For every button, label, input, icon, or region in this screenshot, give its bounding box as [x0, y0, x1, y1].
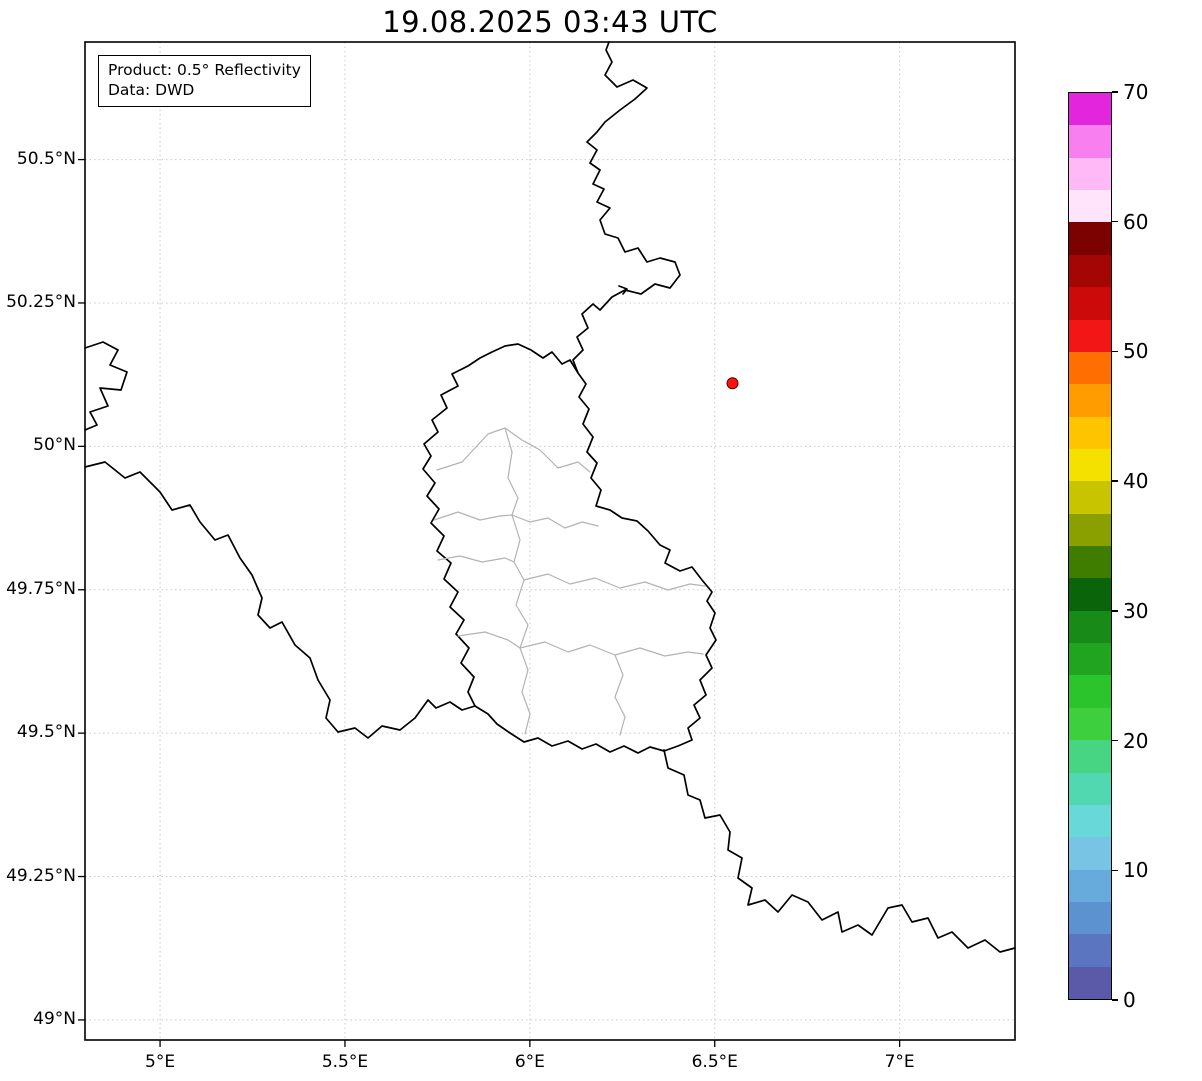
colorbar-segment: [1069, 93, 1111, 126]
france-belgium-border-givet: [84, 341, 128, 431]
figure-title: 19.08.2025 03:43 UTC: [382, 5, 718, 39]
axis-ticks: [78, 158, 901, 1047]
canton-border: [614, 654, 626, 736]
colorbar-segment: [1069, 643, 1111, 676]
canton-border: [515, 579, 529, 649]
colorbar-segment: [1069, 966, 1111, 1000]
colorbar-segment: [1069, 610, 1111, 644]
x-tick-label: 5°E: [145, 1052, 176, 1072]
product-info-line: Product: 0.5° Reflectivity: [108, 61, 301, 79]
y-tick-label: 50°N: [33, 435, 76, 456]
canton-border: [504, 427, 519, 516]
colorbar: [1068, 92, 1112, 1000]
y-tick-label: 50.25°N: [6, 291, 76, 312]
grid-layer: [85, 42, 1015, 1040]
colorbar-tick-label: 10: [1123, 858, 1149, 883]
colorbar-tick-label: 0: [1123, 988, 1136, 1012]
france-belgium-border: [84, 461, 476, 739]
colorbar-tick-label: 70: [1123, 80, 1149, 104]
colorbar-segment: [1069, 416, 1111, 449]
colorbar-segment: [1069, 675, 1111, 708]
x-tick-label: 5.5°E: [321, 1052, 369, 1072]
canton-border: [519, 647, 531, 735]
y-tick-label: 49.75°N: [6, 578, 76, 599]
colorbar-segment: [1069, 254, 1111, 288]
colorbar-tick-label: 40: [1123, 469, 1149, 494]
colorbar-segment: [1069, 351, 1111, 385]
colorbar-tick-mark: [1112, 610, 1118, 612]
luxembourg-canton-borders: [433, 427, 706, 736]
vennbahn-enclave-border: [618, 285, 628, 295]
y-tick-label: 49°N: [33, 1008, 76, 1029]
product-info-box: Product: 0.5° Reflectivity Data: DWD: [98, 55, 311, 107]
colorbar-segment: [1069, 448, 1111, 482]
colorbar-tick-mark: [1112, 91, 1118, 93]
belgium-germany-border: [572, 41, 681, 374]
colorbar-segment: [1069, 901, 1111, 935]
colorbar-segment: [1069, 740, 1111, 773]
colorbar-tick-label: 60: [1123, 209, 1149, 234]
colorbar-segment: [1069, 772, 1111, 805]
colorbar-segment: [1069, 384, 1111, 417]
y-tick-label: 50.5°N: [16, 148, 76, 169]
canton-border: [457, 631, 704, 657]
colorbar-segment: [1069, 578, 1111, 611]
colorbar-tick-mark: [1112, 739, 1118, 742]
france-germany-border: [663, 749, 1016, 953]
colorbar-segment: [1069, 513, 1111, 547]
colorbar-segment: [1069, 934, 1111, 967]
colorbar-segment: [1069, 319, 1111, 352]
radar-site-marker: [726, 377, 739, 390]
colorbar-tick-label: 30: [1123, 598, 1149, 623]
plot-frame: [84, 41, 1016, 1041]
colorbar-tick-label: 50: [1123, 339, 1149, 364]
luxembourg-outline: [422, 343, 717, 754]
colorbar-segment: [1069, 190, 1111, 223]
colorbar-segment: [1069, 287, 1111, 320]
colorbar-segment: [1069, 157, 1111, 191]
colorbar-tick-mark: [1112, 350, 1118, 353]
colorbar-segment: [1069, 222, 1111, 255]
x-tick-label: 6°E: [514, 1052, 545, 1072]
canton-border: [511, 514, 525, 581]
x-tick-label: 6.5°E: [691, 1052, 738, 1072]
y-tick-label: 49.5°N: [16, 722, 76, 743]
colorbar-segment: [1069, 546, 1111, 579]
canton-border: [523, 573, 706, 591]
colorbar-segment: [1069, 804, 1111, 838]
colorbar-tick-label: 20: [1123, 728, 1149, 753]
colorbar-segment: [1069, 707, 1111, 741]
y-tick-label: 49.25°N: [6, 865, 76, 886]
product-info-line: Data: DWD: [108, 81, 195, 100]
colorbar-segment: [1069, 837, 1111, 870]
canton-border: [433, 511, 599, 529]
colorbar-tick-mark: [1112, 999, 1118, 1001]
colorbar-segment: [1069, 869, 1111, 902]
canton-border: [437, 555, 515, 563]
colorbar-tick-mark: [1112, 869, 1118, 871]
x-tick-label: 7°E: [884, 1052, 915, 1072]
colorbar-tick-mark: [1112, 221, 1118, 223]
colorbar-segment: [1069, 481, 1111, 514]
colorbar-tick-mark: [1112, 480, 1118, 482]
colorbar-segment: [1069, 125, 1111, 158]
canton-border: [436, 427, 591, 473]
